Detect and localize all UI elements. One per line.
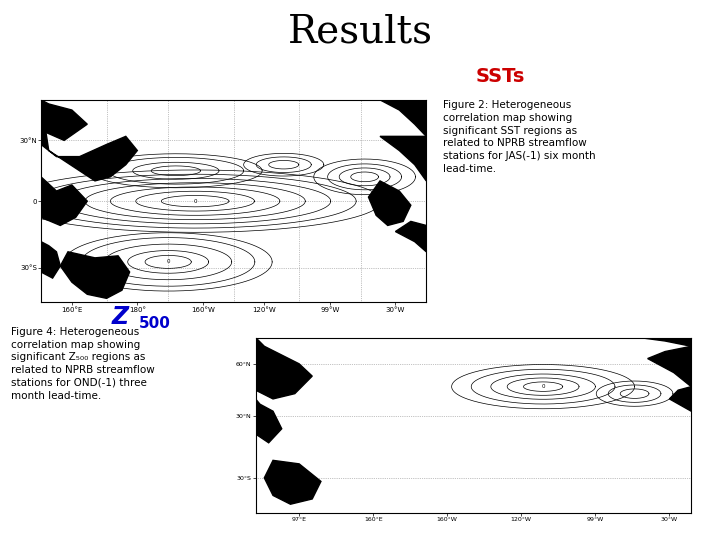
Text: 0: 0: [166, 259, 170, 265]
Polygon shape: [560, 338, 691, 346]
Text: 500: 500: [139, 316, 171, 331]
Polygon shape: [41, 100, 138, 181]
Polygon shape: [41, 242, 60, 278]
Polygon shape: [280, 100, 426, 137]
Polygon shape: [256, 338, 312, 399]
Polygon shape: [264, 460, 321, 504]
Text: Z: Z: [112, 305, 129, 329]
Polygon shape: [369, 181, 411, 226]
Text: Figure 4: Heterogeneous
correlation map showing
significant Z₅₀₀ regions as
rela: Figure 4: Heterogeneous correlation map …: [11, 327, 155, 401]
Polygon shape: [60, 252, 130, 298]
Text: Results: Results: [287, 14, 433, 51]
Polygon shape: [395, 221, 426, 252]
Polygon shape: [41, 177, 87, 226]
Polygon shape: [647, 346, 691, 387]
Polygon shape: [670, 387, 691, 411]
Polygon shape: [41, 100, 87, 140]
Text: 0: 0: [194, 199, 197, 204]
Polygon shape: [256, 399, 282, 443]
Text: SSTs: SSTs: [476, 68, 525, 86]
Polygon shape: [380, 137, 426, 181]
Text: Figure 2: Heterogeneous
correlation map showing
significant SST regions as
relat: Figure 2: Heterogeneous correlation map …: [443, 100, 595, 174]
Text: 0: 0: [541, 384, 545, 389]
